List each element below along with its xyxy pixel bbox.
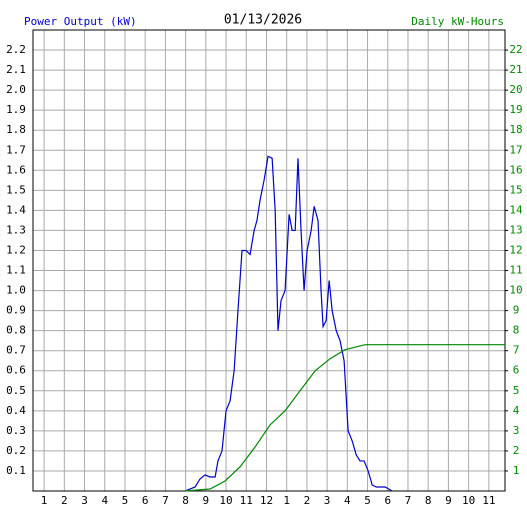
x-tick-label: 1 bbox=[283, 494, 290, 507]
y2-tick-label: 22 bbox=[509, 43, 522, 56]
x-tick-label: 9 bbox=[203, 494, 210, 507]
y2-tick-label: 12 bbox=[509, 243, 522, 256]
y-tick-label: 1.6 bbox=[6, 163, 26, 176]
y2-tick-label: 2 bbox=[513, 444, 520, 457]
plot-frame bbox=[32, 29, 506, 492]
y-tick-label: 0.7 bbox=[6, 344, 26, 357]
x-tick-label: 3 bbox=[324, 494, 331, 507]
y-tick-label: 1.5 bbox=[6, 183, 26, 196]
x-tick-label: 4 bbox=[344, 494, 351, 507]
y-tick-label: 1.0 bbox=[6, 284, 26, 297]
y2-tick-label: 4 bbox=[513, 404, 520, 417]
y2-tick-label: 7 bbox=[513, 344, 520, 357]
series-line bbox=[184, 155, 393, 492]
y2-tick-label: 8 bbox=[513, 324, 520, 337]
y-tick-label: 0.9 bbox=[6, 304, 26, 317]
y-tick-label: 2.2 bbox=[6, 43, 26, 56]
y2-tick-label: 1 bbox=[513, 464, 520, 477]
series-line bbox=[184, 344, 505, 492]
x-tick-label: 5 bbox=[122, 494, 129, 507]
y-tick-label: 1.8 bbox=[6, 123, 26, 136]
y-tick-label: 0.2 bbox=[6, 444, 26, 457]
y-tick-label: 2.0 bbox=[6, 83, 26, 96]
y-tick-label: 1.3 bbox=[6, 223, 26, 236]
y2-tick-label: 21 bbox=[509, 63, 522, 76]
x-tick-label: 3 bbox=[81, 494, 88, 507]
y-tick-label: 1.2 bbox=[6, 243, 26, 256]
x-tick-label: 11 bbox=[482, 494, 495, 507]
y2-tick-label: 5 bbox=[513, 384, 520, 397]
y2-tick-label: 3 bbox=[513, 424, 520, 437]
x-tick-label: 6 bbox=[384, 494, 391, 507]
x-tick-label: 5 bbox=[364, 494, 371, 507]
y-tick-label: 0.3 bbox=[6, 424, 26, 437]
y-tick-label: 0.4 bbox=[6, 404, 26, 417]
y2-tick-label: 16 bbox=[509, 163, 522, 176]
y-tick-label: 0.8 bbox=[6, 324, 26, 337]
y-tick-label: 1.9 bbox=[6, 103, 26, 116]
y2-tick-label: 19 bbox=[509, 103, 522, 116]
chart-title: 01/13/2026 bbox=[224, 13, 302, 28]
x-tick-label: 8 bbox=[425, 494, 432, 507]
x-tick-label: 12 bbox=[260, 494, 273, 507]
x-tick-label: 7 bbox=[162, 494, 169, 507]
x-tick-label: 1 bbox=[41, 494, 48, 507]
x-tick-label: 2 bbox=[304, 494, 311, 507]
x-tick-label: 10 bbox=[462, 494, 475, 507]
y2-tick-label: 6 bbox=[513, 364, 520, 377]
y-tick-label: 0.5 bbox=[6, 384, 26, 397]
y-tick-label: 1.1 bbox=[6, 264, 26, 277]
y2-tick-label: 10 bbox=[509, 284, 522, 297]
y-axis-title: Power Output (kW) bbox=[24, 15, 137, 28]
y2-tick-label: 20 bbox=[509, 83, 522, 96]
y-tick-label: 1.4 bbox=[6, 203, 26, 216]
x-tick-label: 10 bbox=[219, 494, 232, 507]
y2-tick-label: 15 bbox=[509, 183, 522, 196]
x-tick-label: 4 bbox=[101, 494, 108, 507]
x-tick-label: 2 bbox=[61, 494, 68, 507]
x-tick-label: 6 bbox=[142, 494, 149, 507]
x-tick-label: 7 bbox=[405, 494, 412, 507]
y2-tick-label: 18 bbox=[509, 123, 522, 136]
y2-tick-label: 9 bbox=[513, 304, 520, 317]
y-tick-label: 2.1 bbox=[6, 63, 26, 76]
y-tick-label: 0.6 bbox=[6, 364, 26, 377]
y2-tick-label: 17 bbox=[509, 143, 522, 156]
y2-tick-label: 14 bbox=[509, 203, 523, 216]
y-tick-label: 0.1 bbox=[6, 464, 26, 477]
x-tick-label: 9 bbox=[445, 494, 452, 507]
y2-tick-label: 11 bbox=[509, 264, 522, 277]
y2-axis-title: Daily kW-Hours bbox=[411, 15, 504, 28]
x-tick-label: 8 bbox=[182, 494, 189, 507]
y2-tick-label: 13 bbox=[509, 223, 522, 236]
x-tick-label: 11 bbox=[240, 494, 253, 507]
y-tick-label: 1.7 bbox=[6, 143, 26, 156]
